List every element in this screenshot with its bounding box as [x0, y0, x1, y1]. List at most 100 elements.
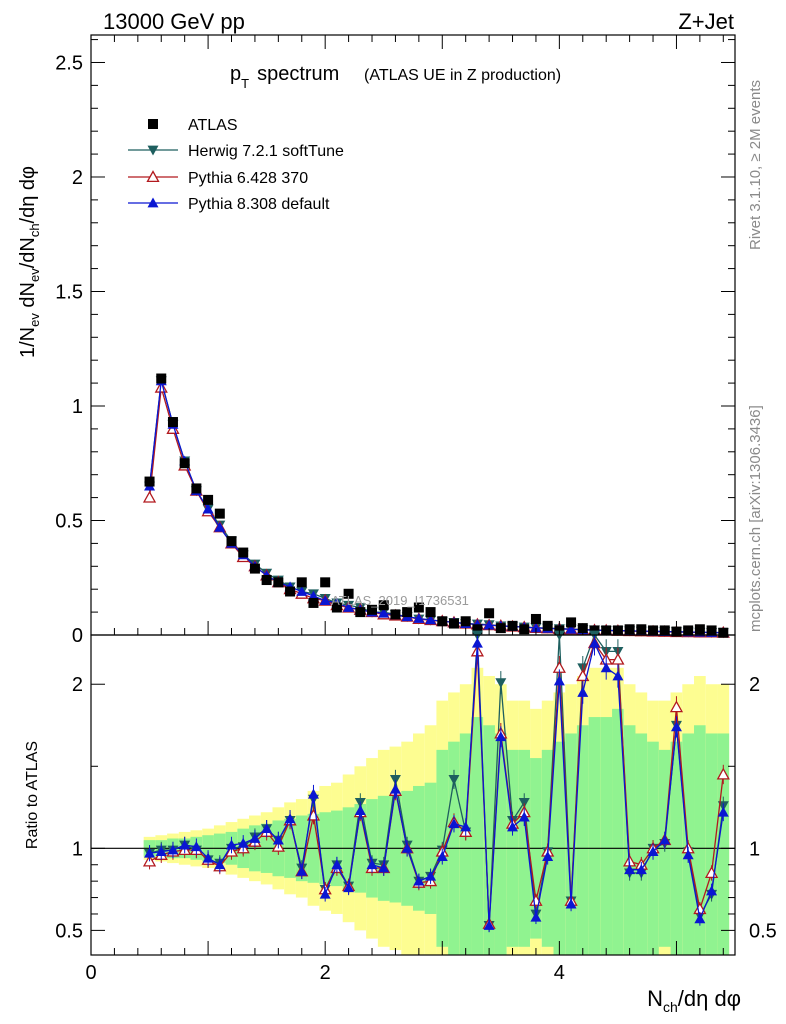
- ratio-point: [624, 864, 636, 875]
- data-point: [589, 625, 600, 636]
- ratio-y-axis: 0.5 0.5 1 1 2 2: [55, 674, 777, 942]
- data-point: [659, 625, 670, 636]
- data-point: [507, 620, 518, 631]
- data-point: [285, 586, 296, 597]
- ratio-point: [389, 783, 401, 794]
- ratio-point: [565, 898, 577, 909]
- ratio-point: [518, 797, 530, 808]
- mc-point: [530, 622, 542, 633]
- data-point: [402, 607, 413, 618]
- data-point: [203, 494, 214, 505]
- ratio-point: [682, 849, 694, 860]
- data-point: [448, 618, 459, 629]
- ratio-y-tick-label-right: 0.5: [749, 920, 777, 942]
- ratio-point: [448, 775, 460, 785]
- mc-point: [413, 613, 425, 623]
- ratio-point: [331, 859, 343, 870]
- title-sub: T: [241, 76, 249, 91]
- x-tick-label: 2: [320, 962, 331, 984]
- ratio-frame: [90, 634, 736, 956]
- ratio-point: [214, 859, 226, 870]
- main-y-tick-label: 2: [72, 167, 83, 189]
- ratio-point: [190, 841, 202, 852]
- x-tick-label: 4: [554, 962, 565, 984]
- data-point: [156, 373, 167, 384]
- main-y-tick-label: 0: [72, 625, 83, 647]
- ratio-point: [226, 839, 238, 850]
- ratio-point: [448, 818, 460, 829]
- ratio-panel: 0.5 0.5 1 1 2 2 0 2 4 Ratio to ATLAS Nch/dη dφ: [24, 35, 777, 1015]
- ratio-point: [694, 913, 706, 924]
- data-point: [355, 607, 366, 618]
- legend-item-1: Herwig 7.2.1 softTune: [128, 143, 344, 160]
- ratio-point: [471, 637, 483, 648]
- ratio-point: [436, 851, 448, 861]
- data-point: [238, 547, 249, 558]
- data-point: [214, 508, 225, 519]
- data-point: [413, 602, 424, 613]
- legend: ATLAS Herwig 7.2.1 softTune Pythia 6.428 3…: [128, 117, 344, 213]
- ratio-point: [518, 811, 530, 822]
- analysis-id: ATLAS_2019_I1736531: [331, 593, 469, 608]
- ratio-point: [167, 844, 179, 855]
- data-point: [484, 608, 495, 619]
- data-point: [425, 607, 436, 618]
- legend-label: Pythia 6.428 370: [188, 170, 308, 187]
- ratio-series-2: [144, 635, 729, 933]
- chart-subtitle: (ATLAS UE in Z production): [364, 67, 561, 84]
- data-point: [472, 624, 483, 635]
- data-point: [296, 577, 307, 588]
- energy-label: 13000 GeV pp: [103, 9, 245, 34]
- data-point: [612, 625, 623, 636]
- ratio-point: [611, 652, 625, 665]
- data-point: [226, 536, 237, 547]
- ratio-point: [249, 832, 261, 843]
- stat-uncertainty-band: [588, 717, 601, 955]
- data-point: [273, 577, 284, 588]
- ratio-y-label: Ratio to ATLAS: [24, 741, 41, 849]
- data-point: [144, 476, 155, 487]
- ratio-bands: [143, 667, 730, 955]
- data-point: [495, 623, 506, 634]
- main-y-tick-label: 1: [72, 396, 83, 418]
- x-axis-label: Nch/dη dφ: [647, 986, 741, 1015]
- data-point: [460, 616, 471, 627]
- ratio-point: [261, 823, 273, 834]
- mc-point: [202, 503, 214, 514]
- data-point: [530, 613, 541, 624]
- mc-point: [142, 490, 157, 503]
- ratio-x-axis: 0 2 4: [85, 35, 724, 984]
- mc-point: [378, 607, 390, 618]
- x-label-sub: ch: [663, 999, 678, 1015]
- main-y-tick-label: 0.5: [55, 510, 83, 532]
- ratio-point: [366, 859, 378, 870]
- title-p: p: [230, 63, 241, 85]
- ratio-point: [401, 842, 413, 853]
- ratio-point: [553, 675, 565, 686]
- legend-marker: [148, 119, 158, 129]
- main-y-axis: 0 0.5 1 1.5 2 2.5: [55, 39, 735, 647]
- data-point: [683, 625, 694, 636]
- ratio-plot-area: [142, 630, 730, 933]
- ratio-point: [284, 813, 296, 824]
- ratio-point: [425, 870, 437, 881]
- ratio-y-tick-label: 2: [72, 674, 83, 696]
- x-label-rest: /dη dφ: [678, 986, 741, 1011]
- ratio-point: [495, 678, 507, 689]
- stat-uncertainty-band: [600, 717, 613, 955]
- stat-uncertainty-band: [494, 733, 507, 955]
- data-point: [320, 577, 331, 588]
- title-rest: spectrum: [257, 63, 339, 85]
- mc-point: [565, 623, 577, 634]
- ratio-point: [296, 865, 308, 876]
- ratio-point: [179, 839, 191, 850]
- legend-marker: [146, 170, 160, 183]
- ratio-point: [272, 834, 284, 845]
- ratio-point: [600, 662, 612, 673]
- ratio-y-tick-label-right: 2: [749, 674, 760, 696]
- stat-uncertainty-band: [471, 717, 484, 955]
- stat-uncertainty-band: [705, 733, 718, 955]
- stat-uncertainty-band: [612, 708, 624, 955]
- ratio-point: [647, 846, 659, 857]
